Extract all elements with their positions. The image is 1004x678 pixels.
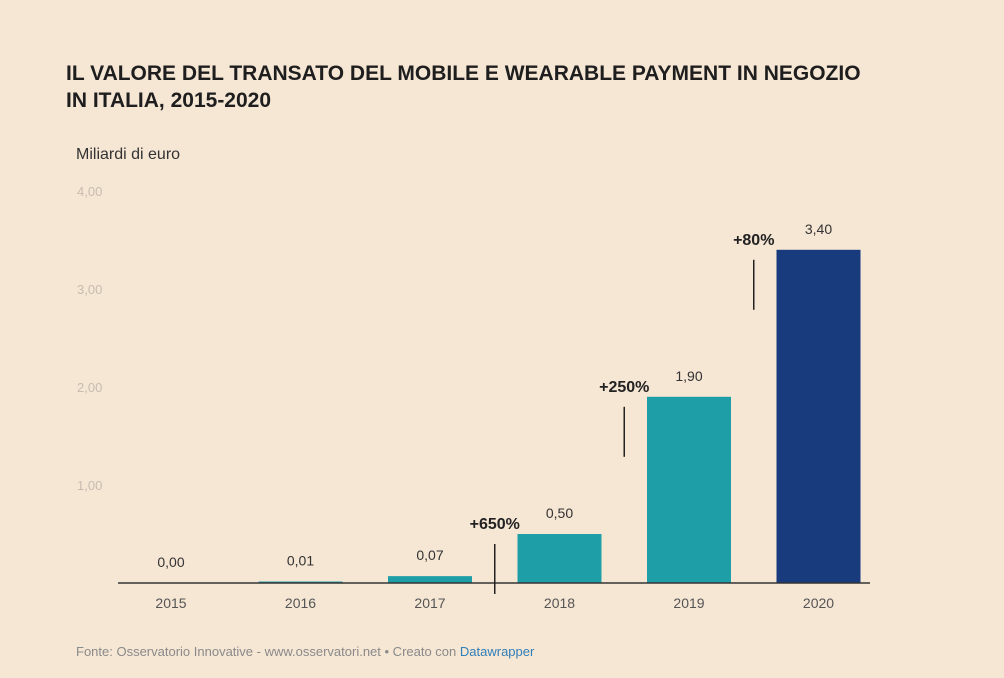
value-label-2019: 1,90 bbox=[675, 368, 702, 384]
source-footer: Fonte: Osservatorio Innovative - www.oss… bbox=[76, 644, 534, 659]
x-tick-label-2017: 2017 bbox=[414, 595, 445, 611]
x-tick-label-2020: 2020 bbox=[803, 595, 834, 611]
x-tick-label-2015: 2015 bbox=[155, 595, 186, 611]
value-label-2015: 0,00 bbox=[157, 554, 184, 570]
value-label-2016: 0,01 bbox=[287, 553, 314, 569]
growth-annotation-label: +250% bbox=[599, 379, 649, 396]
bar-2017 bbox=[388, 576, 472, 583]
y-tick-label: 3,00 bbox=[77, 282, 102, 297]
source-text: Fonte: Osservatorio Innovative - www.oss… bbox=[76, 644, 460, 659]
chart-title: IL VALORE DEL TRANSATO DEL MOBILE E WEAR… bbox=[66, 62, 861, 112]
x-tick-label-2016: 2016 bbox=[285, 595, 316, 611]
x-tick-label-2018: 2018 bbox=[544, 595, 575, 611]
y-tick-label: 2,00 bbox=[77, 380, 102, 395]
y-tick-label: 4,00 bbox=[77, 184, 102, 199]
growth-annotation-label: +80% bbox=[733, 232, 774, 249]
y-axis-unit-label: Miliardi di euro bbox=[76, 146, 181, 163]
bar-2019 bbox=[647, 396, 731, 583]
y-tick-label: 1,00 bbox=[77, 478, 102, 493]
bar-2020 bbox=[776, 249, 861, 584]
growth-annotation-label: +650% bbox=[470, 516, 520, 533]
value-label-2020: 3,40 bbox=[805, 221, 832, 237]
value-label-2018: 0,50 bbox=[546, 505, 573, 521]
datawrapper-link[interactable]: Datawrapper bbox=[459, 644, 535, 659]
value-label-2017: 0,07 bbox=[416, 547, 443, 563]
x-tick-label-2019: 2019 bbox=[673, 595, 704, 611]
bar-2018 bbox=[517, 534, 602, 583]
